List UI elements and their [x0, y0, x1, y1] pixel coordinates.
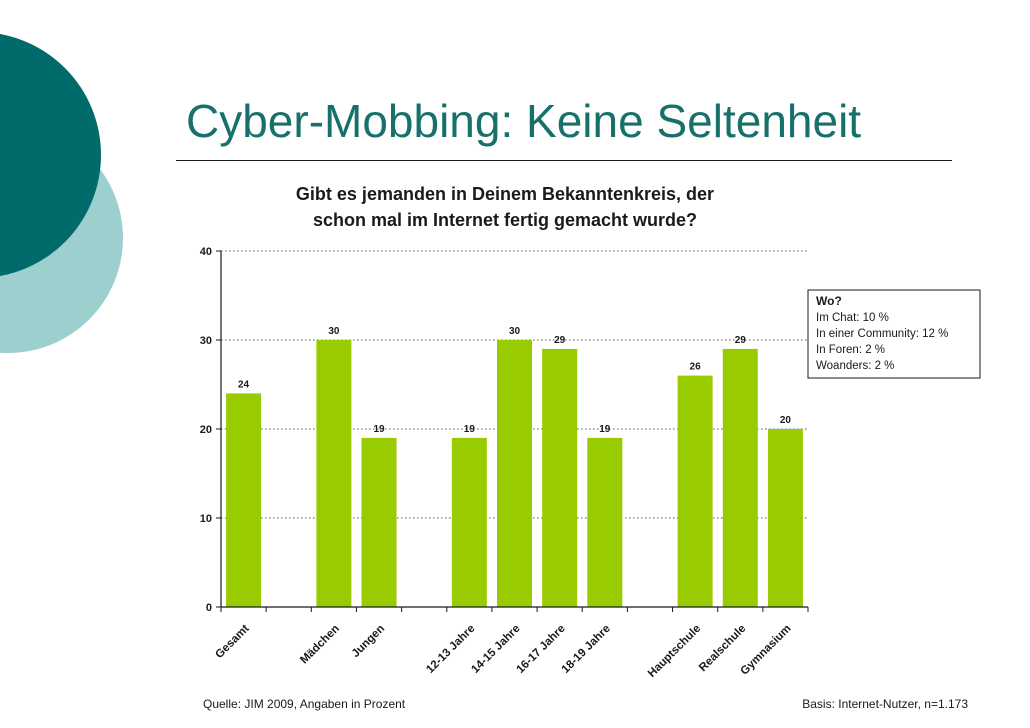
data-label: 19 [464, 424, 476, 435]
basis-note: Basis: Internet-Nutzer, n=1.173 [802, 697, 968, 711]
bar [542, 348, 578, 607]
bar [677, 375, 713, 607]
data-label: 24 [238, 379, 250, 390]
title-divider [176, 160, 952, 161]
data-label: 30 [328, 326, 340, 337]
data-label: 19 [599, 424, 611, 435]
bar [226, 393, 262, 607]
y-tick-label: 20 [200, 424, 212, 436]
bar [587, 437, 623, 607]
data-label: 20 [780, 415, 792, 426]
y-tick-label: 30 [200, 335, 212, 347]
bars [226, 340, 803, 607]
y-tick-label: 0 [206, 602, 212, 614]
x-category-label: Hauptschule [646, 623, 703, 680]
slide-title: Cyber-Mobbing: Keine Seltenheit [186, 95, 862, 147]
bar [316, 340, 352, 607]
data-label: 19 [373, 424, 385, 435]
legend-item: In einer Community: 12 % [816, 328, 948, 340]
bar [497, 340, 532, 607]
bar [451, 437, 487, 607]
legend-item: In Foren: 2 % [816, 344, 885, 356]
bar [361, 437, 397, 607]
slide-decoration [0, 34, 123, 353]
decor-circle-dark [0, 34, 101, 276]
legend-box: Wo? Im Chat: 10 % In einer Community: 12… [807, 289, 981, 379]
data-label: 30 [509, 326, 521, 337]
chart-title-line-1: Gibt es jemanden in Deinem Bekanntenkrei… [296, 184, 714, 204]
axes: 0 10 20 30 40 [200, 246, 809, 614]
data-label: 29 [554, 335, 566, 346]
legend-item: Im Chat: 10 % [816, 312, 889, 324]
bar [767, 429, 803, 607]
data-label: 29 [735, 335, 747, 346]
y-tick-label: 40 [200, 246, 212, 258]
x-category-label: Mädchen [298, 623, 342, 667]
chart-title-line-2: schon mal im Internet fertig gemacht wur… [313, 210, 697, 230]
x-category-label: Jungen [350, 623, 387, 660]
x-category-label: 18-19 Jahre [560, 623, 613, 676]
legend-item: Woanders: 2 % [816, 360, 894, 372]
data-label: 26 [690, 362, 702, 373]
legend-title: Wo? [816, 294, 842, 308]
legend-frame [807, 289, 981, 379]
source-note: Quelle: JIM 2009, Angaben in Prozent [203, 697, 406, 711]
bar [722, 348, 758, 607]
x-category-label: Gesamt [213, 623, 251, 661]
y-tick-label: 10 [200, 513, 212, 525]
